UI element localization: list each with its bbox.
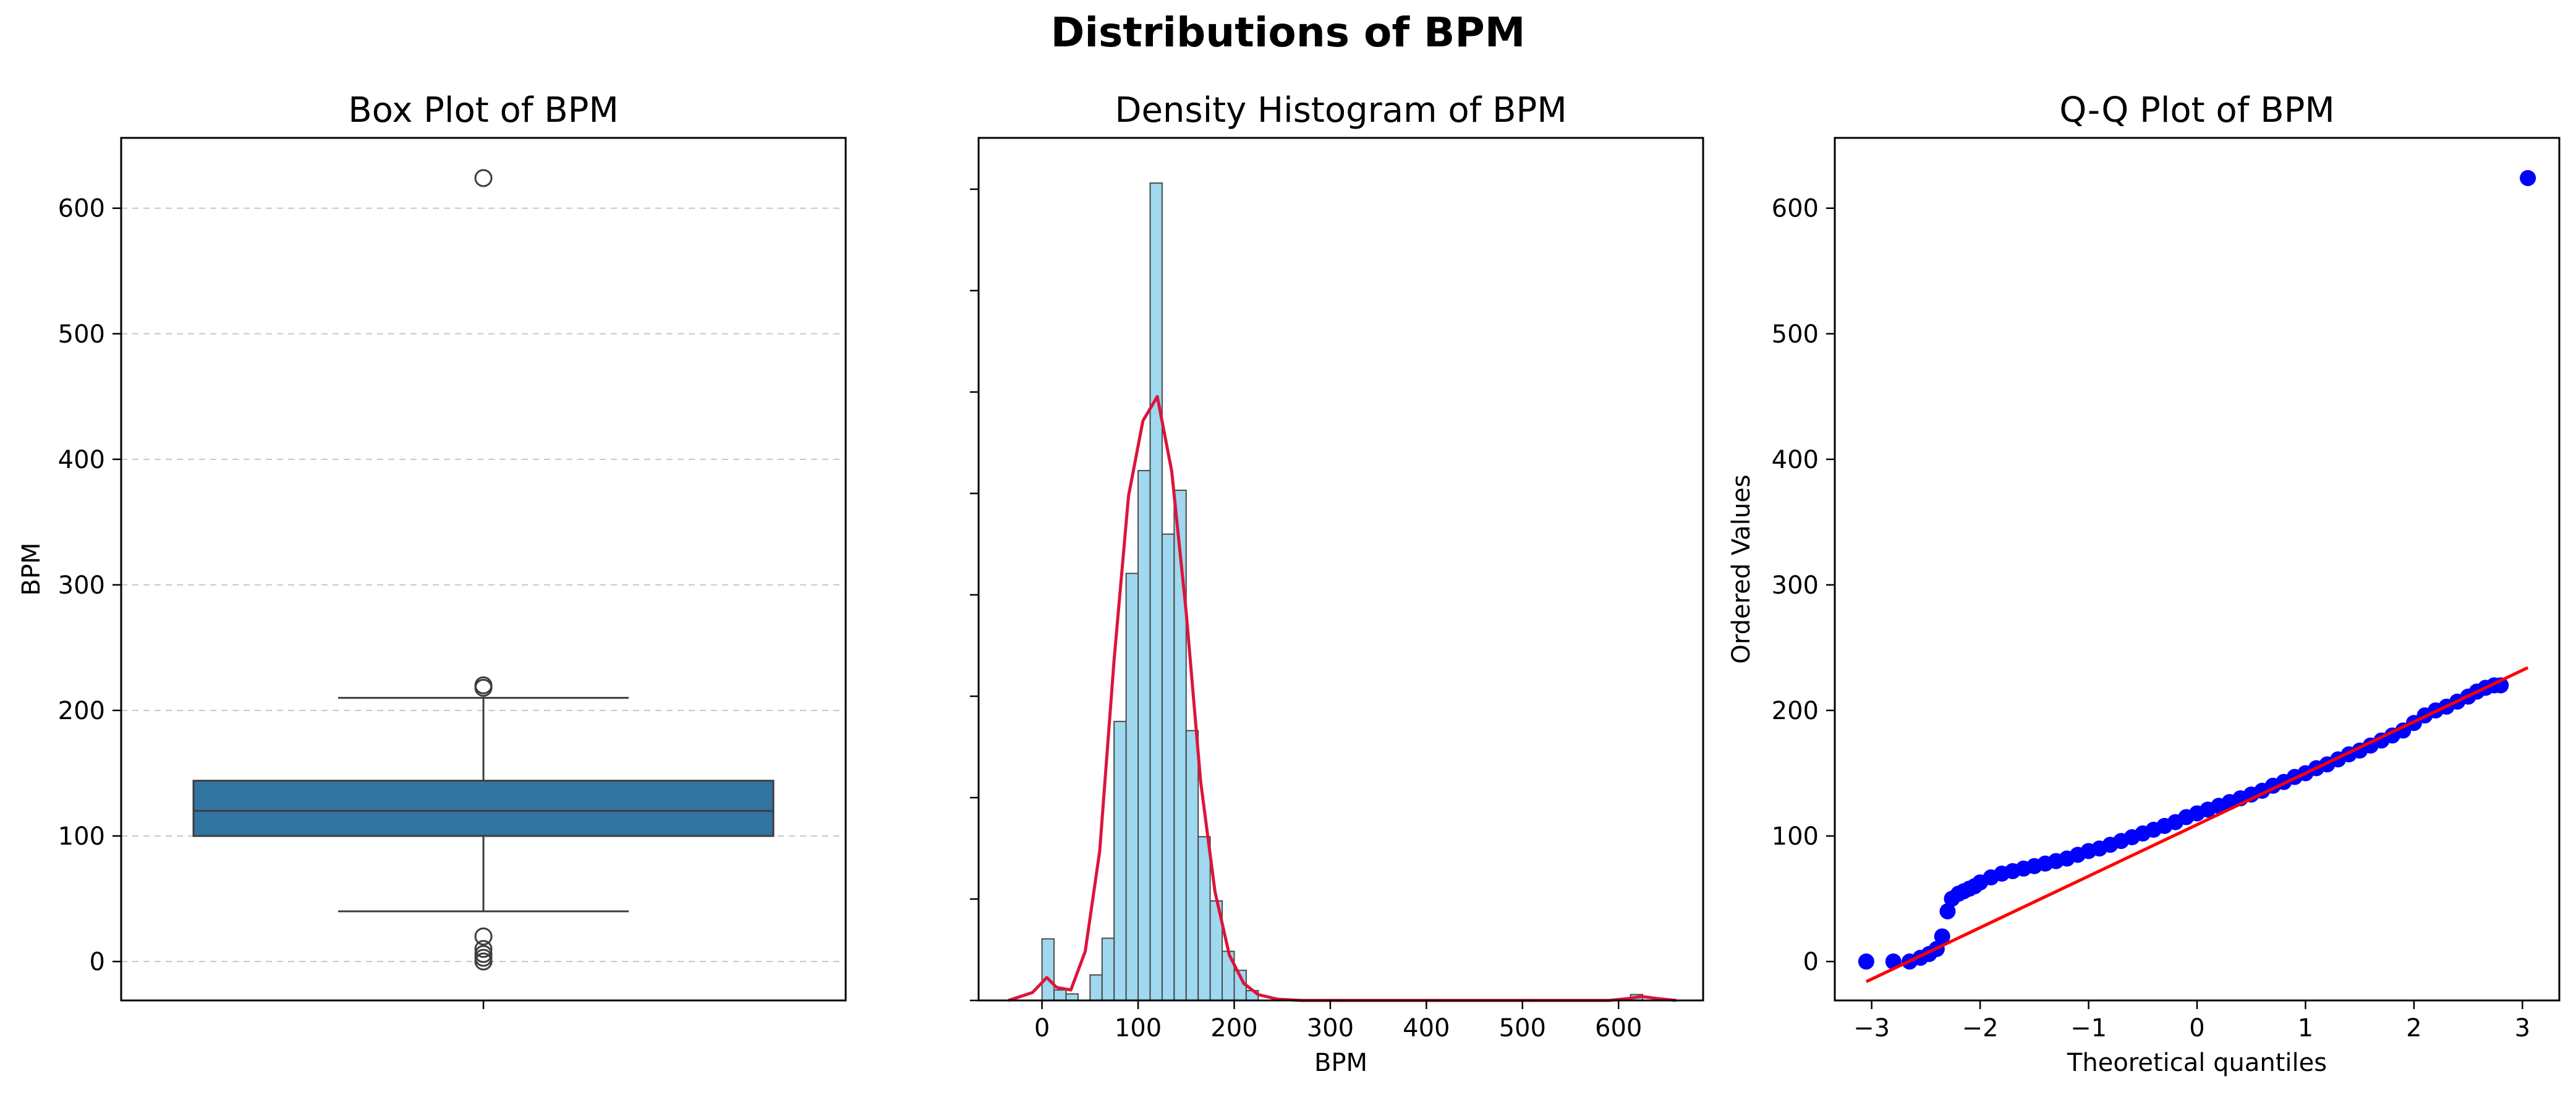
panel-3: Q-Q Plot of BPM 0 100 200 300 400 500 600 −3 −2 −1… xyxy=(1727,90,2561,1077)
y-tick-label: 300 xyxy=(58,571,105,600)
y-tick-label: 200 xyxy=(58,697,105,725)
x-tick-label: 300 xyxy=(1307,1014,1354,1042)
x-axis-label: BPM xyxy=(1314,1049,1367,1077)
panel-title: Box Plot of BPM xyxy=(348,90,619,130)
plot-frame xyxy=(1834,137,2561,1002)
x-tick-label: −2 xyxy=(1962,1014,1999,1042)
histogram-bar xyxy=(1197,836,1211,1001)
plot-frame xyxy=(977,137,1704,1002)
outlier-point xyxy=(474,676,493,694)
histogram-bar xyxy=(1137,470,1151,1001)
histogram-bar xyxy=(1149,182,1163,1001)
outlier-point xyxy=(474,945,493,963)
panel-title: Q-Q Plot of BPM xyxy=(2059,90,2334,130)
y-axis-label: Ordered Values xyxy=(1727,474,1756,663)
y-tick-label: 100 xyxy=(58,822,105,851)
y-tick-label: 500 xyxy=(58,320,105,349)
x-tick-label: 100 xyxy=(1115,1014,1162,1042)
histogram-bar xyxy=(1161,533,1175,1001)
panel-title: Density Histogram of BPM xyxy=(1115,90,1566,130)
qq-point xyxy=(2520,169,2536,186)
x-tick-label: 500 xyxy=(1499,1014,1546,1042)
y-axis-label: BPM xyxy=(17,542,46,595)
qq-point xyxy=(1939,903,1956,919)
histogram-bar xyxy=(1041,938,1055,1002)
y-tick-label: 500 xyxy=(1772,320,1819,349)
outlier-point xyxy=(474,940,493,958)
y-tick-label: 300 xyxy=(1772,571,1819,600)
x-tick-label: −1 xyxy=(2070,1014,2107,1042)
y-tick-label: 200 xyxy=(1772,697,1819,725)
histogram-bar xyxy=(1125,573,1139,1001)
histogram-bar xyxy=(1089,974,1103,1001)
histogram-bar xyxy=(1113,720,1127,1001)
box-iqr xyxy=(192,780,775,837)
x-tick-label: 200 xyxy=(1210,1014,1257,1042)
panel-2: Density Histogram of BPM 0 100 200 300 400 500… xyxy=(970,90,1704,1077)
y-tick-label: 400 xyxy=(1772,446,1819,474)
outlier-point xyxy=(474,927,493,945)
x-tick-label: 3 xyxy=(2515,1014,2530,1042)
histogram-bar xyxy=(1065,993,1079,1001)
histogram-bar xyxy=(1053,989,1067,1001)
panel-1: Box Plot of BPM 0 100 200 300 400 500 600 BPM xyxy=(17,90,847,1009)
x-tick-label: 600 xyxy=(1595,1014,1642,1042)
y-tick-label: 600 xyxy=(58,195,105,223)
histogram-bar xyxy=(1185,730,1199,1002)
x-axis-label: Theoretical quantiles xyxy=(2067,1049,2327,1077)
qq-point xyxy=(1858,953,1874,970)
y-tick-label: 600 xyxy=(1772,195,1819,223)
outlier-point xyxy=(474,169,493,187)
x-tick-label: 1 xyxy=(2298,1014,2313,1042)
x-tick-label: 0 xyxy=(1034,1014,1050,1042)
y-tick-label: 0 xyxy=(90,948,105,976)
x-tick-label: 400 xyxy=(1403,1014,1450,1042)
qq-point xyxy=(1934,928,1950,945)
y-tick-label: 0 xyxy=(1803,948,1819,976)
x-tick-label: 0 xyxy=(2189,1014,2204,1042)
histogram-bar xyxy=(1101,937,1115,1001)
y-tick-label: 100 xyxy=(1772,822,1819,851)
kde-curve xyxy=(1008,394,1677,1002)
x-tick-label: −3 xyxy=(1853,1014,1890,1042)
fit-line xyxy=(1865,666,2529,983)
x-tick-label: 2 xyxy=(2406,1014,2421,1042)
figure-title: Distributions of BPM xyxy=(1050,9,1526,56)
y-tick-label: 400 xyxy=(58,446,105,474)
